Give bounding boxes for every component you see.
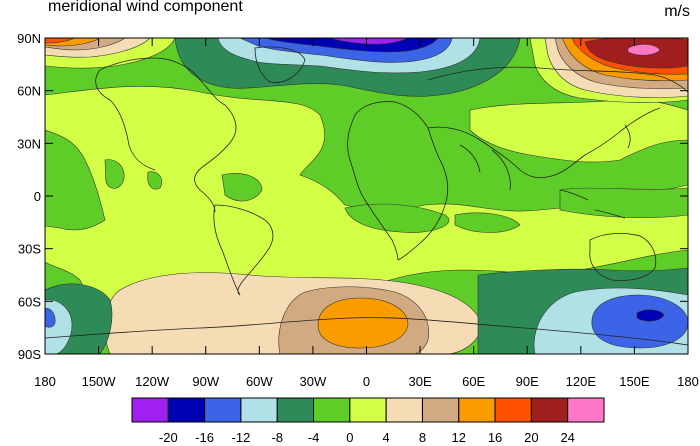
colorbar-swatch bbox=[167, 397, 206, 423]
lon-tick-label: 60W bbox=[246, 374, 273, 389]
lon-tick-label: 30W bbox=[300, 374, 327, 389]
map-title: meridional wind component bbox=[48, 0, 243, 15]
colorbar-label: -12 bbox=[232, 430, 251, 445]
longitude-axis: 180 150W 120W 90W 60W 30W 0 30E 60E 90E 120E 150E 18… bbox=[34, 38, 699, 389]
lat-tick-label: 30N bbox=[17, 136, 41, 151]
colorbar-swatch bbox=[421, 397, 460, 423]
colorbar-swatch bbox=[385, 397, 423, 423]
lat-tick-label: 60N bbox=[17, 84, 41, 99]
lon-tick-label: 0 bbox=[363, 374, 370, 389]
lon-tick-label: 180 bbox=[34, 374, 56, 389]
colorbar-label: 0 bbox=[346, 430, 353, 445]
lat-tick-label: 60S bbox=[18, 294, 41, 309]
colorbar-label: 12 bbox=[452, 430, 466, 445]
colorbar-swatch bbox=[204, 397, 242, 423]
lon-tick-label: 90E bbox=[516, 374, 539, 389]
lat-tick-label: 0 bbox=[34, 189, 41, 204]
lon-tick-label: 60E bbox=[462, 374, 485, 389]
colorbar-label: -20 bbox=[159, 430, 178, 445]
colorbar-label: 8 bbox=[419, 430, 426, 445]
lon-tick-label: 150W bbox=[82, 374, 117, 389]
lat-tick-label: 30S bbox=[18, 242, 41, 257]
lat-tick-label: 90S bbox=[18, 347, 41, 362]
colorbar-label: -4 bbox=[308, 430, 320, 445]
lon-tick-label: 30E bbox=[409, 374, 432, 389]
colorbar-swatch bbox=[349, 397, 387, 423]
lon-tick-label: 150E bbox=[619, 374, 650, 389]
lon-tick-label: 90W bbox=[192, 374, 219, 389]
colorbar-label: 20 bbox=[524, 430, 538, 445]
colorbar: -20 -16 -12 -8 -4 0 4 8 12 16 20 24 bbox=[131, 397, 605, 445]
colorbar-swatch bbox=[276, 397, 315, 423]
colorbar-label: 16 bbox=[488, 430, 502, 445]
colorbar-swatch bbox=[458, 397, 496, 423]
lon-tick-label: 120W bbox=[135, 374, 170, 389]
units-label: m/s bbox=[664, 3, 690, 20]
colorbar-swatch bbox=[131, 397, 169, 423]
latitude-axis: 90N 60N 30N 0 30S 60S 90S bbox=[17, 31, 688, 362]
colorbar-label: -16 bbox=[195, 430, 214, 445]
coastlines bbox=[45, 46, 688, 346]
colorbar-swatch bbox=[240, 397, 278, 423]
contour-fill bbox=[45, 38, 688, 354]
colorbar-swatch bbox=[494, 397, 532, 423]
colorbar-swatch bbox=[530, 397, 569, 423]
colorbar-label: -8 bbox=[271, 430, 283, 445]
colorbar-swatch bbox=[567, 397, 605, 423]
colorbar-swatch bbox=[313, 397, 351, 423]
lon-tick-label: 120E bbox=[566, 374, 597, 389]
lat-tick-label: 90N bbox=[17, 31, 41, 46]
colorbar-label: 24 bbox=[560, 430, 574, 445]
lon-tick-label: 180 bbox=[677, 374, 699, 389]
colorbar-label: 4 bbox=[383, 430, 390, 445]
